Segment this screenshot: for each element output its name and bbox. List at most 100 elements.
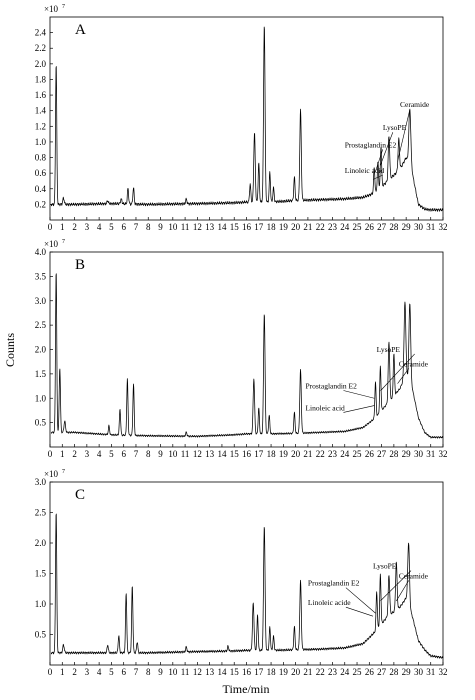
y-tick-label: 0.5: [35, 630, 47, 640]
y-tick-label: 0.4: [35, 184, 47, 194]
annotation-leader-line: [396, 580, 410, 602]
annotation-leader-line: [372, 174, 383, 180]
y-scale-label: ×10: [44, 469, 59, 479]
x-tick-label: 5: [109, 667, 114, 677]
plot-frame: [49, 16, 444, 221]
y-tick-label: 0.5: [35, 418, 47, 428]
peak-annotation-label: Ceramide: [399, 360, 429, 369]
peak-annotation-label: Linoleic acid: [345, 166, 385, 175]
x-tick-label: 21: [303, 222, 312, 232]
x-tick-label: 11: [181, 222, 190, 232]
x-tick-label: 17: [254, 222, 264, 232]
y-tick-label: 4.0: [35, 247, 47, 257]
y-tick-label: 0.2: [35, 199, 46, 209]
x-tick-label: 10: [168, 667, 178, 677]
x-tick-label: 18: [267, 667, 277, 677]
x-tick-label: 5: [109, 222, 114, 232]
x-tick-label: 22: [316, 222, 325, 232]
x-tick-label: 21: [303, 449, 312, 459]
x-tick-label: 3: [85, 222, 90, 232]
x-tick-label: 7: [134, 667, 139, 677]
x-tick-label: 26: [365, 222, 375, 232]
x-tick-label: 20: [291, 222, 301, 232]
x-tick-label: 23: [328, 667, 338, 677]
y-tick-label: 2.4: [35, 28, 47, 38]
x-tick-label: 18: [267, 449, 277, 459]
x-tick-label: 24: [340, 449, 350, 459]
peak-annotation-label: Linoleic acide: [308, 598, 351, 607]
x-tick-label: 0: [48, 667, 53, 677]
x-tick-label: 0: [48, 222, 53, 232]
annotation-leader-line: [380, 132, 394, 166]
annotation-leader-line: [345, 587, 376, 614]
x-tick-label: 4: [97, 222, 102, 232]
chart-panel-b: ×10 7B0 1 2 3 4 5 6 7 8 9 10 11 12 13 14 15 16 17 18 19 20 21 2…: [35, 239, 448, 459]
panel-letter: B: [75, 257, 85, 273]
x-tick-label: 27: [377, 222, 387, 232]
x-tick-label: 13: [205, 667, 215, 677]
y-scale-exponent: 7: [62, 469, 65, 475]
x-tick-label: 11: [181, 449, 190, 459]
x-tick-label: 16: [242, 667, 252, 677]
x-tick-label: 23: [328, 222, 338, 232]
annotation-leader-line: [380, 353, 415, 392]
x-tick-label: 31: [426, 667, 435, 677]
x-tick-label: 1: [60, 222, 65, 232]
x-axis-title: Time/min: [223, 682, 270, 696]
y-tick-label: 1.2: [35, 121, 46, 131]
y-tick-label: 1.5: [35, 369, 47, 379]
x-tick-label: 18: [267, 222, 277, 232]
x-tick-label: 6: [121, 449, 126, 459]
x-tick-label: 15: [230, 449, 240, 459]
annotation-leader-line: [343, 390, 375, 399]
y-tick-label: 2.0: [35, 59, 47, 69]
chromatogram-trace: [50, 26, 444, 212]
x-tick-label: 6: [121, 222, 126, 232]
x-tick-label: 12: [193, 222, 202, 232]
x-tick-label: 3: [85, 449, 90, 459]
x-tick-label: 20: [291, 667, 301, 677]
x-tick-label: 5: [109, 449, 114, 459]
x-tick-label: 12: [193, 667, 202, 677]
y-scale-label: ×10: [44, 4, 59, 14]
y-tick-label: 1.0: [35, 137, 47, 147]
x-tick-label: 8: [146, 667, 151, 677]
x-tick-label: 9: [158, 222, 163, 232]
x-tick-label: 0: [48, 449, 53, 459]
annotation-leader-line: [380, 570, 412, 602]
x-tick-label: 12: [193, 449, 202, 459]
y-tick-label: 1.6: [35, 90, 47, 100]
peak-annotation-label: LysoPE: [377, 345, 401, 354]
x-tick-label: 25: [353, 222, 363, 232]
chart-panel-c: ×10 7C0 1 2 3 4 5 6 7 8 9 10 11 12 13 14 15 16 17 18 19 20 21 2…: [35, 469, 448, 677]
peak-annotation-label: LysoPE: [383, 123, 407, 132]
annotation-leader-line: [397, 368, 410, 384]
peak-annotation-label: LysoPE: [373, 562, 397, 571]
peak-annotation-label: Ceramide: [399, 571, 429, 580]
x-tick-label: 31: [426, 222, 435, 232]
x-tick-label: 29: [402, 449, 412, 459]
x-tick-label: 32: [439, 667, 448, 677]
x-tick-label: 2: [72, 222, 77, 232]
x-tick-label: 4: [97, 667, 102, 677]
x-tick-label: 10: [168, 222, 178, 232]
x-tick-label: 14: [217, 222, 227, 232]
x-tick-label: 4: [97, 449, 102, 459]
y-tick-label: 1.0: [35, 599, 47, 609]
y-tick-label: 3.0: [35, 296, 47, 306]
x-tick-label: 1: [60, 667, 65, 677]
panel-letter: C: [75, 487, 85, 503]
x-tick-label: 17: [254, 449, 264, 459]
y-tick-label: 3.5: [35, 271, 47, 281]
x-tick-label: 11: [181, 667, 190, 677]
y-tick-label: 0.6: [35, 168, 47, 178]
chart-panel-a: ×10 7A0 1 2 3 4 5 6 7 8 9 10 11 12 13 14 15 16 17 18 19 20 21 2…: [35, 4, 448, 232]
x-tick-label: 21: [303, 667, 312, 677]
x-tick-label: 9: [158, 449, 163, 459]
x-tick-label: 8: [146, 222, 151, 232]
y-tick-label: 2.0: [35, 538, 47, 548]
x-tick-label: 2: [72, 667, 77, 677]
annotation-leader-line: [345, 606, 374, 617]
y-tick-label: 1.4: [35, 106, 47, 116]
x-tick-label: 6: [121, 667, 126, 677]
